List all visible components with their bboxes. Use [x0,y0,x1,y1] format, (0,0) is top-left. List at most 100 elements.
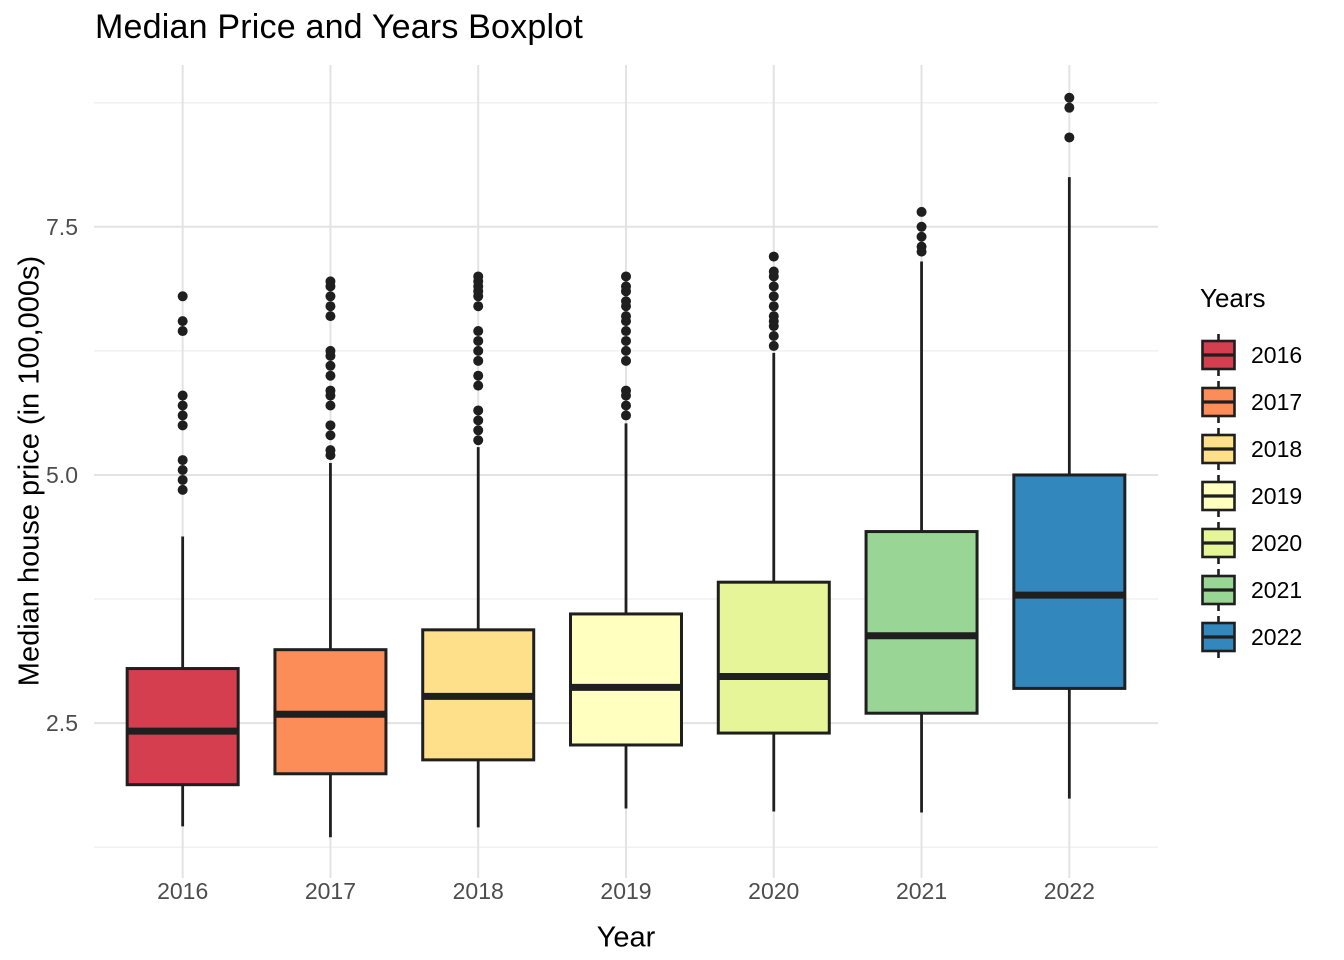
outlier-point [177,316,188,327]
legend-item-2016: 2016 [1200,332,1302,378]
outlier-point [621,400,631,411]
legend-key-boxplot-glyph [1201,616,1236,658]
x-tick-label: 2016 [157,878,209,904]
outlier-point [621,311,631,322]
boxplot-2020 [716,251,831,812]
outlier-point [621,296,631,307]
legend-title: Years [1200,283,1266,313]
outlier-point [177,291,188,302]
outlier-point [768,340,779,351]
box [716,580,831,735]
outlier-point [621,281,631,292]
outlier-point [768,291,779,302]
legend-key-boxplot-glyph [1201,569,1236,611]
outlier-point [325,345,336,356]
outlier-point [177,420,188,431]
outlier-point [473,405,484,416]
outlier-point [325,400,336,411]
outlier-point [473,301,484,312]
outlier-point [1064,92,1075,103]
outlier-point [473,370,484,381]
y-tick-label: 5.0 [46,461,78,488]
outlier-point [177,484,188,495]
x-tick-label: 2018 [452,878,504,904]
outlier-point [325,420,336,431]
legend-item-2019: 2019 [1200,473,1302,519]
legend-key-boxplot-glyph [1201,334,1236,376]
outlier-point [177,390,188,401]
boxplot-2016 [125,291,240,827]
outlier-point [1064,102,1075,113]
outlier-point [473,415,484,426]
outlier-point [177,410,188,421]
legend-item-label: 2021 [1251,576,1303,603]
legend-item-label: 2022 [1251,623,1303,650]
outlier-point [325,430,336,441]
outlier-point [473,425,484,436]
chart-title: Median Price and Years Boxplot [95,8,583,46]
outlier-point [916,206,927,217]
outlier-point [1064,132,1075,143]
outlier-point [325,291,336,302]
boxplot-2021 [864,206,979,813]
outlier-point [621,326,631,337]
x-tick-label: 2019 [600,878,652,904]
box [1012,473,1127,690]
legend-key-boxplot-glyph [1201,381,1236,423]
legend-item-label: 2016 [1251,341,1303,368]
outlier-point [473,335,484,346]
x-tick-label: 2021 [895,878,948,904]
outlier-point [473,345,484,356]
outlier-point [621,410,631,421]
outlier-point [473,435,484,446]
y-tick-label: 2.5 [46,710,78,737]
outlier-point [177,326,188,337]
legend-item-2022: 2022 [1200,614,1302,660]
outlier-point [473,326,484,337]
outlier-point [621,385,631,396]
outlier-point [177,465,188,476]
outlier-point [325,370,336,381]
outlier-point [621,345,631,356]
x-tick-label: 2020 [748,878,800,904]
outlier-point [621,271,631,282]
legend-key-boxplot-glyph [1201,522,1236,564]
outlier-point [473,355,484,366]
outlier-point [473,380,484,391]
x-tick-label: 2022 [1043,878,1095,904]
outlier-point [473,271,484,282]
legend-key-boxplot-glyph [1201,428,1236,470]
outlier-point [621,335,631,346]
outlier-point [325,276,336,287]
legend-item-2017: 2017 [1200,379,1302,425]
outlier-point [916,221,927,232]
outlier-point [325,301,336,312]
outlier-point [325,311,336,322]
boxplot-2017 [273,276,388,838]
legend-item-2021: 2021 [1200,567,1302,613]
legend-items: 2016 2017 2018 2019 2020 2021 2022 [1200,332,1302,660]
outlier-point [916,231,927,242]
legend-item-label: 2020 [1251,529,1303,556]
legend: Years 2016 2017 2018 2019 2020 2021 2022 [1200,283,1302,661]
outlier-point [768,331,779,341]
outlier-point [768,266,779,277]
boxplot-2022 [1012,92,1127,799]
outlier-point [177,474,188,485]
legend-key-boxplot-glyph [1201,475,1236,517]
outlier-point [916,241,927,252]
outlier-point [621,355,631,366]
outlier-point [768,311,779,322]
box [864,530,979,715]
legend-item-2018: 2018 [1200,426,1302,472]
legend-item-2020: 2020 [1200,520,1302,566]
boxplot-2019 [569,271,683,809]
outlier-point [177,455,188,466]
outlier-point [768,301,779,312]
boxplot-2018 [421,271,536,828]
outlier-point [325,445,336,456]
legend-item-label: 2018 [1251,435,1303,462]
y-tick-label: 7.5 [46,213,78,240]
outlier-point [768,251,779,262]
